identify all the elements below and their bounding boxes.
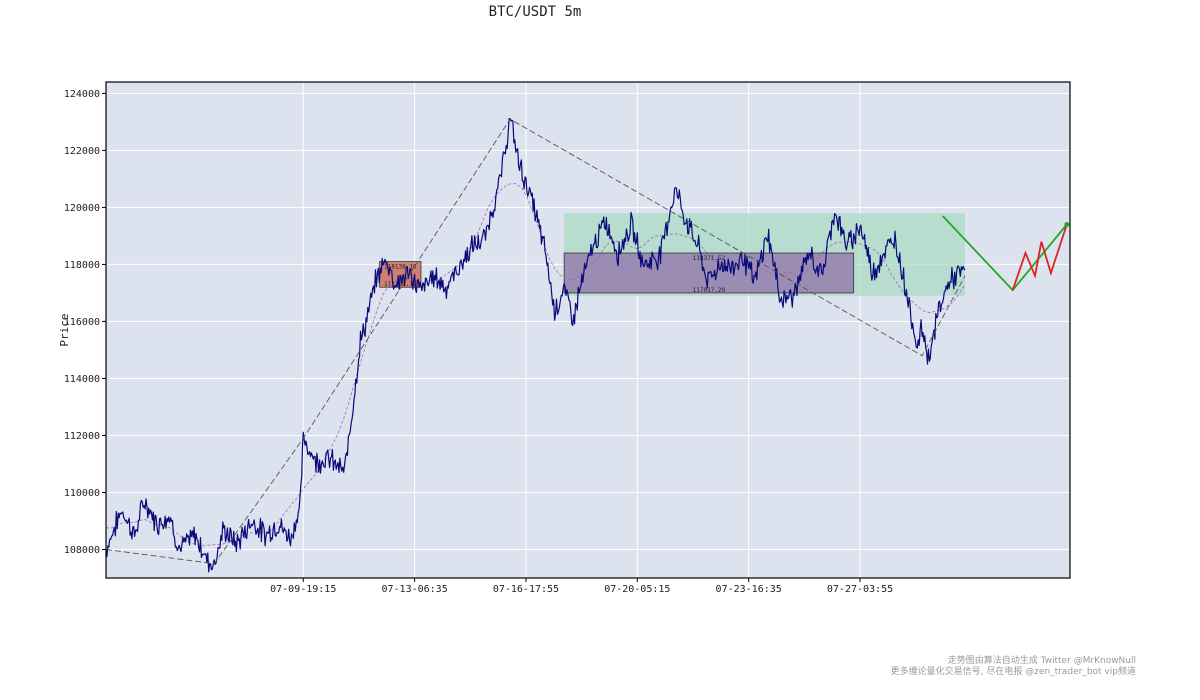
zone-bottom-label: 117191.13 xyxy=(384,281,417,288)
zone-top-label: 118371.52 xyxy=(693,255,726,262)
x-tick-label: 07-23-16:35 xyxy=(716,584,782,595)
x-tick-label: 07-20-05:15 xyxy=(604,584,670,595)
y-tick-label: 108000 xyxy=(64,545,100,556)
y-tick-label: 120000 xyxy=(64,203,100,214)
y-tick-label: 122000 xyxy=(64,146,100,157)
y-tick-label: 116000 xyxy=(64,317,100,328)
y-tick-label: 118000 xyxy=(64,260,100,271)
y-tick-label: 124000 xyxy=(64,89,100,100)
footer-promo: 更多缠论量化交易信号, 尽在电报 @zen_trader_bot vip频道 xyxy=(890,667,1136,677)
y-axis-label: Price xyxy=(58,313,71,346)
x-tick-label: 07-09-19:15 xyxy=(270,584,336,595)
zone-bottom-label: 117017.29 xyxy=(693,287,726,294)
x-tick-label: 07-27-03:55 xyxy=(827,584,893,595)
zone-top-label: 118138.16 xyxy=(384,264,417,271)
projection-red-line xyxy=(1011,224,1068,291)
zigzag-line xyxy=(105,118,966,565)
y-tick-label: 114000 xyxy=(64,374,100,385)
plot-frame xyxy=(105,81,1071,579)
x-tick-label: 07-13-06:35 xyxy=(381,584,447,595)
price-line xyxy=(105,118,966,573)
x-tick-label: 07-16-17:55 xyxy=(493,584,559,595)
chart-title: BTC/USDT 5m xyxy=(488,4,582,20)
footer-credit: 走势图由算法自动生成 Twitter @MrKnowNull xyxy=(947,656,1136,666)
plot-area xyxy=(106,82,1070,578)
y-tick-label: 110000 xyxy=(64,488,100,499)
projection-end-marker xyxy=(1064,222,1070,228)
y-tick-label: 112000 xyxy=(64,431,100,442)
